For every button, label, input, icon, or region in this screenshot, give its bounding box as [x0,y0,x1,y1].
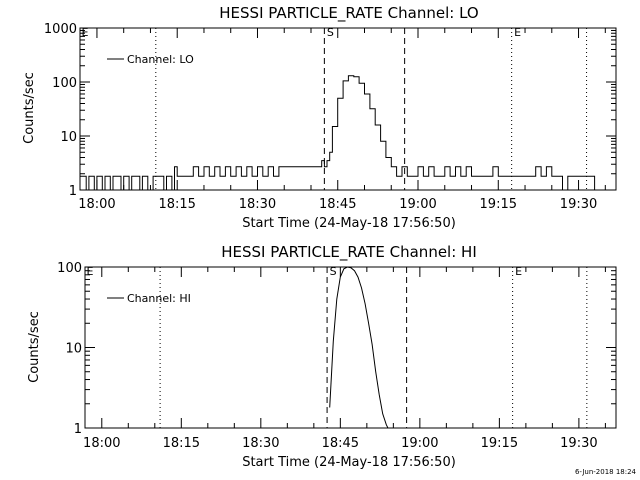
x-tick-label: 18:30 [239,197,276,212]
x-tick-label: 18:45 [319,197,356,212]
y-tick-label: 1000 [44,22,77,37]
x-tick-label: 19:15 [480,197,517,212]
x-tick-label: 18:15 [158,197,195,212]
x-tick-label: 19:00 [399,197,436,212]
series-line-lo [80,75,596,190]
panel-hi-annotations: S EE [87,265,588,428]
x-tick-label: 19:30 [560,436,597,451]
panel-hi-legend: Channel: HI [107,292,191,305]
x-tick-label: 18:00 [83,436,120,451]
marker-label-s: S [330,265,337,278]
panel-lo-annotations: S EE [82,26,588,190]
panel-hi-xlabel: Start Time (24-May-18 17:56:50) [242,455,456,470]
marker-label-e: E [82,26,89,39]
marker-label-e: E [87,265,94,278]
panel-lo: HESSI PARTICLE_RATE Channel: LO 1 10 100 10… [22,4,617,231]
marker-label-e: E [514,26,521,39]
series-line-hi [329,267,389,428]
legend-label-hi: Channel: HI [127,292,191,305]
legend-label-lo: Channel: LO [127,53,194,66]
x-tick-label: 19:30 [560,197,597,212]
footer-timestamp: 6-Jun-2018 18:24 [575,468,637,476]
x-tick-label: 18:15 [163,436,200,451]
panel-hi: HESSI PARTICLE_RATE Channel: HI 1 10 100 1… [27,243,617,470]
panel-lo-xlabel: Start Time (24-May-18 17:56:50) [242,216,456,231]
panel-lo-legend: Channel: LO [107,53,194,66]
y-tick-label: 100 [52,76,77,91]
y-tick-label: 10 [60,130,77,145]
marker-label-s: S [327,26,334,39]
panel-hi-title: HESSI PARTICLE_RATE Channel: HI [221,243,477,262]
panel-lo-title: HESSI PARTICLE_RATE Channel: LO [219,4,478,23]
panel-hi-y-ticks: 1 10 100 [57,261,616,437]
y-tick-label: 100 [57,261,82,276]
y-tick-label: 1 [69,184,77,199]
y-tick-label: 10 [65,342,82,357]
panel-lo-x-ticks: 18:00 18:15 18:30 18:45 19:00 19:15 19:30 [78,28,606,212]
panel-lo-frame [79,27,617,191]
x-tick-label: 18:45 [322,436,359,451]
x-tick-label: 19:00 [401,436,438,451]
y-tick-label: 1 [74,422,82,437]
x-tick-label: 18:00 [78,197,115,212]
panel-hi-x-ticks: 18:00 18:15 18:30 18:45 19:00 19:15 19:30 [83,267,606,451]
x-tick-label: 19:15 [481,436,518,451]
panel-hi-ylabel: Counts/sec [27,311,42,383]
panel-lo-ylabel: Counts/sec [22,72,37,144]
x-tick-label: 18:30 [242,436,279,451]
marker-label-e: E [515,265,522,278]
panel-lo-y-ticks: 1 10 100 1000 [44,22,616,199]
